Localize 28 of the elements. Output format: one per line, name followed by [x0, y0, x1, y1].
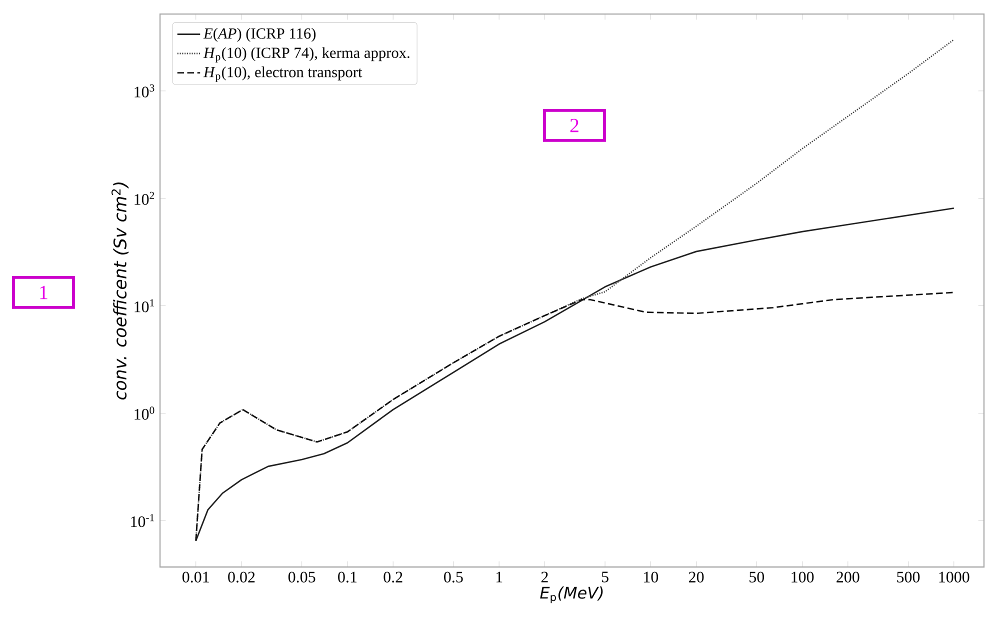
legend-label: H$_{p}$(10) (ICRP 74), kerma approx.: [203, 47, 410, 63]
x-tick-label: 200: [836, 572, 860, 582]
x-tick-label: 2: [541, 572, 548, 582]
x-tick-label: 100: [792, 572, 814, 582]
x-tick-label: 5: [602, 572, 608, 582]
legend-label: E(AP) (ICRP 116): [203, 28, 316, 42]
x-tick-label: 0.01: [182, 572, 209, 583]
y-tick-label: 10$^{1}$: [134, 299, 154, 312]
x-tick-label: 0.05: [288, 572, 316, 583]
x-tick-label: 1: [496, 572, 502, 582]
y-tick-label: 10$^{3}$: [134, 84, 154, 98]
y-tick-label: 10$^{2}$: [134, 192, 154, 205]
x-tick-label: 20: [689, 572, 704, 582]
x-tick-label: 0.2: [384, 572, 402, 583]
y-tick-label: 10$^{0}$: [134, 406, 154, 420]
x-tick-label: 0.02: [228, 572, 255, 583]
x-axis-title: E$_{p}$(MeV): [540, 586, 603, 604]
x-tick-label: 0.5: [444, 572, 463, 583]
legend-label: H$_{p}$(10), electron transport: [203, 66, 362, 82]
x-tick-label: 10: [644, 572, 658, 582]
x-tick-label: 500: [897, 572, 920, 582]
x-tick-label: 1000: [939, 572, 970, 582]
x-tick-label: 50: [750, 572, 764, 582]
text: 1: [40, 286, 48, 300]
annotation: 2: [570, 118, 578, 132]
y-axis-title: conv. coefficent (Sv cm$^{2}$): [112, 182, 129, 400]
x-tick-label: 0.1: [338, 572, 357, 583]
y-tick-label: 10$^{-1}$: [131, 514, 154, 528]
